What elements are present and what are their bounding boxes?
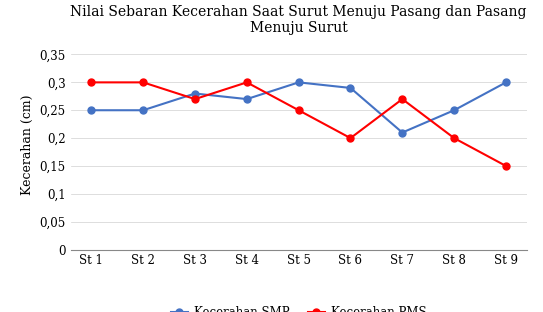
Kecerahan PMS	[295, 108, 302, 112]
Kecerahan PMS	[503, 164, 509, 168]
Kecerahan PMS	[88, 80, 94, 84]
Kecerahan SMP	[244, 97, 250, 101]
Kecerahan SMP	[503, 80, 509, 84]
Kecerahan SMP	[140, 108, 147, 112]
Line: Kecerahan SMP: Kecerahan SMP	[88, 79, 509, 136]
Line: Kecerahan PMS: Kecerahan PMS	[88, 79, 509, 169]
Kecerahan PMS	[451, 136, 457, 140]
Kecerahan PMS	[347, 136, 353, 140]
Kecerahan PMS	[399, 97, 406, 101]
Kecerahan SMP	[88, 108, 94, 112]
Kecerahan SMP	[347, 86, 353, 90]
Kecerahan PMS	[140, 80, 147, 84]
Kecerahan PMS	[244, 80, 250, 84]
Kecerahan SMP	[399, 131, 406, 134]
Legend: Kecerahan SMP, Kecerahan PMS: Kecerahan SMP, Kecerahan PMS	[166, 301, 432, 312]
Kecerahan SMP	[192, 92, 198, 95]
Kecerahan SMP	[295, 80, 302, 84]
Kecerahan SMP	[451, 108, 457, 112]
Title: Nilai Sebaran Kecerahan Saat Surut Menuju Pasang dan Pasang
Menuju Surut: Nilai Sebaran Kecerahan Saat Surut Menuj…	[71, 5, 527, 35]
Kecerahan PMS	[192, 97, 198, 101]
Y-axis label: Kecerahan (cm): Kecerahan (cm)	[21, 95, 34, 195]
